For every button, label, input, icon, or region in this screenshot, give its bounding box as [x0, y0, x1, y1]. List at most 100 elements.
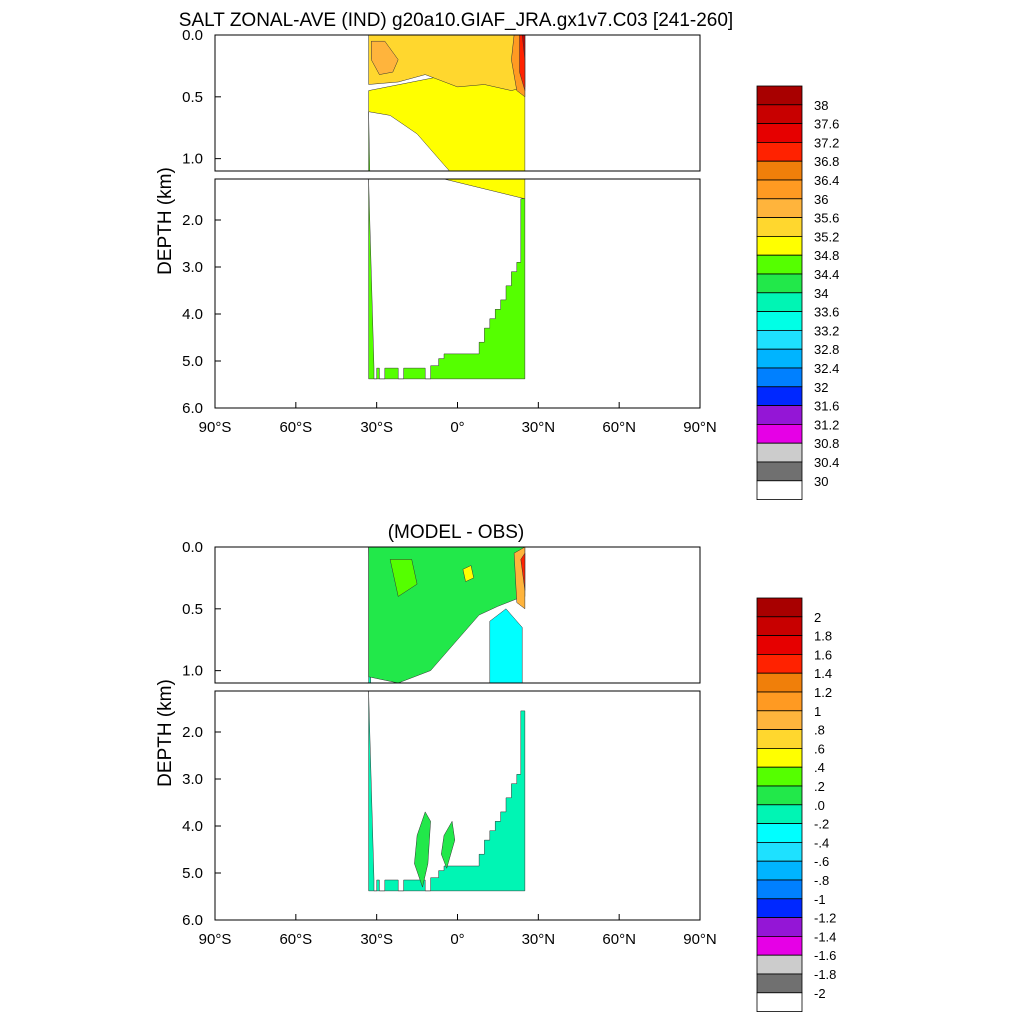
- colorbar-label: 38: [814, 98, 828, 113]
- colorbar-label: 1: [814, 704, 821, 719]
- colorbar-swatch: [756, 292, 803, 312]
- x-tick-label: 90°S: [199, 419, 232, 436]
- colorbar-label: -1: [814, 892, 826, 907]
- contour-yel: [462, 565, 474, 582]
- colorbar-label: 37.2: [814, 135, 839, 150]
- colorbar-label: 35.6: [814, 211, 839, 226]
- colorbar-label: 36.8: [814, 154, 839, 169]
- contour-rim3: [521, 35, 526, 60]
- y-axis-label: DEPTH (km): [155, 167, 176, 275]
- contour-mid: [368, 179, 526, 200]
- colorbar-swatch: [756, 198, 803, 219]
- colorbar-label: -1.2: [814, 911, 836, 926]
- salt-panel: SALT ZONAL-AVE (IND) g20a10.GIAF_JRA.gx1…: [155, 10, 839, 500]
- colorbar-swatch: [756, 710, 803, 730]
- colorbar-label: 30: [814, 474, 828, 489]
- colorbar-label: 36.4: [814, 173, 839, 188]
- contour-blob1: [414, 811, 431, 889]
- colorbar-swatch: [756, 348, 803, 369]
- x-tick-label: 30°N: [522, 931, 556, 948]
- contour-mid: [368, 59, 526, 171]
- colorbar-label: 31.2: [814, 417, 839, 432]
- y-tick-label: 0.5: [182, 89, 203, 106]
- colorbar-swatch: [756, 85, 803, 106]
- y-tick-label: 3.0: [182, 771, 203, 788]
- chart-title: (MODEL - OBS): [388, 522, 525, 543]
- colorbar-swatch: [756, 442, 803, 463]
- colorbar-swatch: [756, 672, 803, 693]
- colorbar-swatch: [756, 898, 803, 918]
- colorbar-swatch: [756, 141, 803, 162]
- colorbar-label: -.6: [814, 854, 829, 869]
- colorbar-swatch: [756, 616, 803, 636]
- colorbar-swatch: [756, 729, 803, 749]
- colorbar-label: 34.8: [814, 248, 839, 263]
- contour-hot2: [520, 552, 526, 591]
- colorbar-swatch: [756, 973, 803, 994]
- y-tick-label: 4.0: [182, 306, 203, 323]
- upper-plot: [368, 547, 526, 683]
- colorbar-label: 32.4: [814, 361, 839, 376]
- colorbar-swatch: [756, 860, 803, 881]
- contour-green: [389, 559, 418, 597]
- y-tick-label: 6.0: [182, 912, 203, 929]
- y-tick-label: 4.0: [182, 818, 203, 835]
- colorbar-label: 33.2: [814, 323, 839, 338]
- colorbar-swatch: [756, 748, 803, 768]
- colorbar-swatch: [756, 160, 803, 181]
- colorbar-swatch: [756, 785, 803, 806]
- y-tick-label: 5.0: [182, 353, 203, 370]
- colorbar-label: 34: [814, 286, 828, 301]
- colorbar-label: 1.8: [814, 629, 832, 644]
- x-tick-label: 0°: [450, 419, 464, 436]
- x-tick-label: 30°S: [360, 419, 393, 436]
- colorbar-label: -.8: [814, 873, 829, 888]
- upper-plot: [368, 35, 526, 171]
- colorbar-swatch: [756, 273, 803, 294]
- colorbar-swatch: [756, 461, 803, 482]
- colorbar-label: 30.4: [814, 455, 839, 470]
- x-tick-label: 60°S: [279, 931, 312, 948]
- y-tick-label: 6.0: [182, 400, 203, 417]
- colorbar-label: 35.2: [814, 229, 839, 244]
- colorbar-swatch: [756, 179, 803, 200]
- colorbar-label: -1.6: [814, 948, 836, 963]
- colorbar-label: 1.2: [814, 685, 832, 700]
- x-tick-label: 30°N: [522, 419, 556, 436]
- y-tick-label: 0.0: [182, 27, 203, 44]
- colorbar-swatch: [756, 823, 803, 843]
- colorbar-swatch: [756, 104, 803, 125]
- y-tick-label: 3.0: [182, 259, 203, 276]
- y-tick-label: 0.0: [182, 539, 203, 556]
- colorbar-label: 31.6: [814, 399, 839, 414]
- x-tick-label: 60°N: [602, 419, 636, 436]
- contour-deep: [368, 179, 526, 380]
- colorbar-label: .6: [814, 741, 825, 756]
- contour-fresh: [489, 608, 523, 683]
- upper-frame: [214, 34, 701, 172]
- colorbar-swatch: [756, 311, 803, 331]
- x-tick-label: 90°N: [683, 931, 717, 948]
- colorbar-label: 33.6: [814, 305, 839, 320]
- colorbar-swatch: [756, 367, 803, 388]
- colorbar-label: -2: [814, 986, 826, 1001]
- y-tick-label: 2.0: [182, 212, 203, 229]
- colorbar-label: 32: [814, 380, 828, 395]
- colorbar-swatch: [756, 804, 803, 824]
- x-tick-label: 0°: [450, 931, 464, 948]
- y-tick-label: 2.0: [182, 724, 203, 741]
- colorbar-label: .4: [814, 760, 825, 775]
- contour-deep: [368, 691, 526, 892]
- y-tick-label: 0.5: [182, 601, 203, 618]
- x-tick-label: 60°N: [602, 931, 636, 948]
- colorbar-swatch: [756, 386, 803, 406]
- colorbar-label: .2: [814, 779, 825, 794]
- y-tick-label: 1.0: [182, 151, 203, 168]
- colorbar-label: 30.8: [814, 436, 839, 451]
- colorbar-label: -1.4: [814, 929, 836, 944]
- colorbar-swatch: [756, 597, 803, 618]
- colorbar-swatch: [756, 691, 803, 712]
- colorbar-swatch: [756, 480, 803, 500]
- x-tick-label: 30°S: [360, 931, 393, 948]
